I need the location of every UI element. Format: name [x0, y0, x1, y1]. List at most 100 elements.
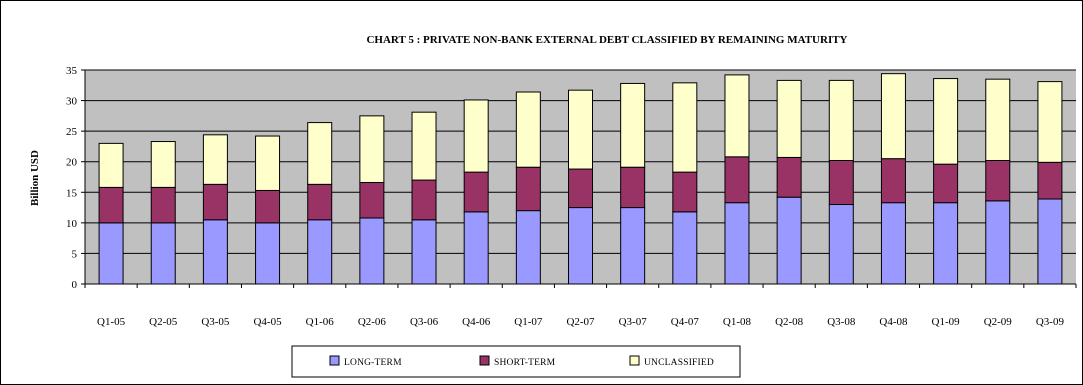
legend: LONG-TERM SHORT-TERM UNCLASSIFIED	[291, 345, 741, 378]
bar-segment-long-term	[672, 211, 698, 285]
x-tick-label: Q2-06	[358, 316, 387, 328]
bar-segment-unclassified	[202, 134, 228, 185]
bar-segment-long-term	[307, 219, 333, 285]
bar-segment-long-term	[880, 202, 906, 285]
y-tick-label: 30	[66, 96, 78, 108]
y-axis-label: Billion USD	[29, 150, 41, 206]
y-tick-label: 20	[66, 157, 78, 169]
x-tick-label: Q2-07	[566, 316, 595, 328]
y-tick-label: 10	[66, 218, 78, 230]
x-tick-label: Q3-07	[619, 316, 648, 328]
legend-label-long-term: LONG-TERM	[344, 358, 402, 368]
bar-segment-long-term	[1037, 198, 1063, 285]
bar-segment-short-term	[828, 159, 854, 206]
bar-segment-long-term	[724, 202, 750, 285]
bar-segment-unclassified	[307, 122, 333, 185]
bar-segment-unclassified	[1037, 81, 1063, 163]
bar-segment-unclassified	[985, 78, 1011, 161]
bar-segment-unclassified	[776, 79, 802, 158]
bar-segment-short-term	[880, 158, 906, 204]
bar-segment-short-term	[255, 189, 281, 224]
x-tick-label: Q2-08	[775, 316, 804, 328]
bar-segment-unclassified	[880, 73, 906, 160]
bar-segment-long-term	[985, 200, 1011, 285]
bar-segment-short-term	[515, 166, 541, 212]
axes	[84, 70, 1077, 288]
bar-segment-short-term	[150, 186, 176, 224]
bar-segment-short-term	[1037, 161, 1063, 200]
bar-segment-long-term	[515, 210, 541, 285]
y-tick-label: 35	[66, 65, 78, 77]
x-tick-label: Q4-08	[879, 316, 908, 328]
x-tick-label: Q3-05	[201, 316, 230, 328]
bar-segment-unclassified	[255, 135, 281, 191]
x-tick-label: Q4-06	[462, 316, 491, 328]
bar-segment-short-term	[98, 186, 124, 224]
legend-swatch-short-term	[479, 355, 490, 366]
bar-segment-long-term	[620, 207, 646, 285]
bar-segment-unclassified	[672, 82, 698, 173]
bar-segment-short-term	[724, 156, 750, 204]
bar-segment-unclassified	[724, 74, 750, 158]
y-tick-label: 25	[66, 126, 78, 138]
bar-segment-long-term	[568, 207, 593, 285]
bar-segment-unclassified	[359, 115, 385, 184]
bar-segment-long-term	[463, 211, 489, 285]
legend-box	[291, 345, 741, 378]
bar-segment-unclassified	[568, 89, 593, 170]
bar-segment-unclassified	[98, 142, 124, 188]
legend-label-unclassified: UNCLASSIFIED	[644, 358, 714, 368]
x-tick-label: Q2-09	[984, 316, 1013, 328]
bar-segment-unclassified	[463, 99, 489, 173]
x-tick-label: Q1-09	[932, 316, 961, 328]
bar-segment-unclassified	[515, 91, 541, 168]
bar-segment-short-term	[307, 183, 333, 221]
x-tick-label: Q1-06	[306, 316, 335, 328]
bar-segment-short-term	[568, 168, 593, 209]
bar-segment-short-term	[411, 179, 437, 221]
bar-segment-short-term	[620, 166, 646, 209]
bar-segment-short-term	[672, 171, 698, 213]
bar-segment-short-term	[202, 183, 228, 221]
x-tick-label: Q1-05	[97, 316, 126, 328]
x-tick-label: Q3-09	[1036, 316, 1065, 328]
bar-segment-long-term	[933, 202, 959, 285]
bar-segment-long-term	[776, 196, 802, 285]
bar-segment-long-term	[828, 204, 854, 285]
y-tick-label: 0	[72, 279, 78, 291]
bar-segment-long-term	[359, 217, 385, 285]
y-tick-label: 5	[72, 248, 78, 260]
bar-segment-short-term	[933, 163, 959, 204]
bar-segment-unclassified	[933, 78, 959, 165]
x-tick-label: Q1-08	[723, 316, 752, 328]
x-tick-label: Q3-08	[827, 316, 856, 328]
x-tick-label: Q2-05	[149, 316, 178, 328]
legend-items: LONG-TERM SHORT-TERM UNCLASSIFIED	[329, 355, 714, 368]
bars	[98, 73, 1063, 285]
legend-label-short-term: SHORT-TERM	[494, 358, 556, 368]
bar-segment-long-term	[98, 222, 124, 285]
x-tick-label: Q3-06	[410, 316, 439, 328]
bar-segment-unclassified	[828, 79, 854, 161]
bar-segment-short-term	[463, 171, 489, 213]
legend-swatch-unclassified	[629, 355, 640, 366]
x-tick-label: Q4-07	[671, 316, 700, 328]
x-tick-label: Q1-07	[514, 316, 543, 328]
bar-segment-long-term	[255, 222, 281, 285]
bar-segment-short-term	[985, 159, 1011, 202]
bar-segment-long-term	[411, 219, 437, 285]
y-tick-label: 15	[66, 187, 78, 199]
y-tick-labels: 0 5 10 15 20 25 30 35	[66, 65, 85, 291]
bar-segment-short-term	[776, 156, 802, 198]
bar-segment-long-term	[202, 219, 228, 285]
chart-title: CHART 5 : PRIVATE NON-BANK EXTERNAL DEBT…	[366, 34, 847, 46]
legend-swatch-long-term	[329, 355, 340, 366]
x-tick-labels: Q1-05 Q2-05 Q3-05 Q4-05 Q1-06 Q2-06 Q3-06 Q4-06…	[97, 316, 1064, 328]
bar-segment-unclassified	[411, 111, 437, 181]
bar-segment-long-term	[150, 222, 176, 285]
bar-segment-unclassified	[150, 141, 176, 188]
x-tick-label: Q4-05	[253, 316, 282, 328]
bar-segment-unclassified	[620, 82, 646, 168]
